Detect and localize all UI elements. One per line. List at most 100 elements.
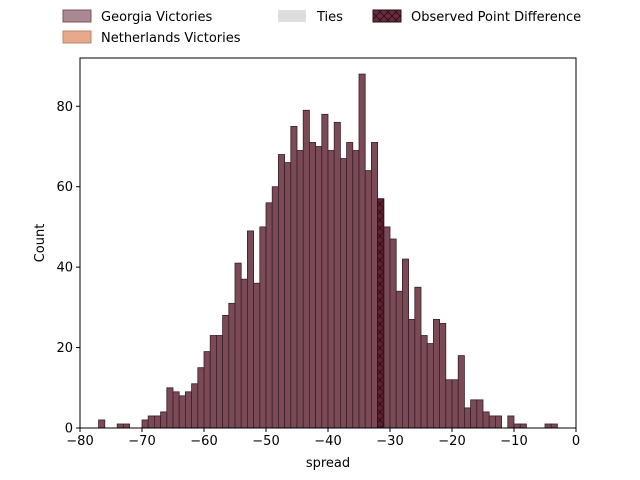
histogram-bar: [209, 335, 217, 429]
legend-label-georgia: Georgia Victories: [101, 10, 212, 25]
histogram-bar: [426, 343, 434, 429]
x-tick-label: −70: [128, 434, 155, 449]
histogram-bar: [240, 278, 248, 429]
histogram-bar: [277, 154, 285, 429]
legend-item-georgia: Georgia Victories: [62, 9, 212, 25]
histogram-bar: [389, 238, 397, 429]
histogram-bar: [160, 411, 168, 429]
histogram-bar: [463, 407, 471, 429]
histogram-bar: [550, 423, 558, 429]
histogram-bar: [457, 355, 465, 429]
x-axis-label: spread: [306, 456, 350, 471]
histogram-bar: [476, 399, 484, 429]
histogram-bar: [352, 150, 360, 429]
histogram-bar: [513, 423, 521, 429]
legend-item-netherlands: Netherlands Victories: [62, 30, 241, 46]
legend-item-observed: Observed Point Difference: [372, 9, 581, 25]
legend-item-ties: Ties: [278, 10, 343, 25]
histogram-bar: [123, 423, 131, 429]
histogram-bar: [544, 423, 552, 429]
histogram-bar: [246, 230, 254, 429]
histogram-bar: [166, 387, 174, 429]
x-tick-label: −40: [314, 434, 341, 449]
y-tick-label: 40: [56, 261, 73, 276]
histogram-bar: [302, 109, 310, 429]
x-tick-label: −80: [66, 434, 93, 449]
histogram-bar: [153, 415, 161, 429]
y-tick-label: 80: [56, 100, 73, 115]
x-tick-label: −60: [190, 434, 217, 449]
legend-swatch-netherlands: [62, 30, 92, 44]
x-tick-label: −30: [376, 434, 403, 449]
histogram-bar: [519, 423, 527, 429]
histogram-bar: [296, 150, 304, 429]
histogram-bar: [370, 142, 378, 429]
y-tick-label: 60: [56, 180, 73, 195]
x-tick-label: 0: [572, 434, 580, 449]
histogram-bar: [265, 202, 273, 429]
histogram-bar: [358, 73, 366, 429]
histogram-bar: [451, 379, 459, 429]
x-tick-label: −10: [500, 434, 527, 449]
y-axis-label: Count: [33, 224, 48, 263]
legend-label-netherlands: Netherlands Victories: [101, 31, 241, 46]
histogram-bar: [147, 415, 155, 429]
histogram-bar: [494, 415, 502, 429]
histogram-bar: [197, 367, 205, 429]
histogram-bar: [470, 399, 478, 429]
histogram-bar: [191, 383, 199, 429]
legend-swatch-ties: [278, 10, 306, 22]
y-axis-ticks: 0 20 40 60 80: [56, 100, 80, 437]
x-axis-ticks: −80 −70 −60 −50 −40 −30 −20 −10 0: [66, 428, 580, 449]
histogram-bar: [445, 379, 453, 429]
histogram-bar: [234, 262, 242, 429]
histogram-bar: [141, 419, 149, 429]
observed-point-difference: [377, 198, 385, 429]
histogram-bar: [346, 142, 354, 429]
histogram-bar: [178, 395, 186, 429]
histogram-bar: [327, 150, 335, 429]
histogram-bar: [215, 335, 223, 429]
histogram-bar: [172, 391, 180, 429]
legend-swatch-georgia: [62, 9, 92, 23]
histogram-bar: [439, 323, 447, 429]
histogram-bar: [98, 419, 106, 429]
histogram-bar: [284, 162, 292, 429]
histogram-bar: [315, 146, 323, 429]
histogram-bar: [383, 226, 391, 429]
histogram-bar: [308, 142, 316, 429]
histogram-bar: [488, 415, 496, 429]
bars: [98, 73, 558, 429]
y-tick-label: 20: [56, 341, 73, 356]
x-tick-label: −50: [252, 434, 279, 449]
histogram-bar: [414, 286, 422, 429]
histogram-bar: [253, 282, 261, 429]
histogram-bar: [228, 302, 236, 429]
histogram-bar: [290, 125, 298, 429]
x-tick-label: −20: [438, 434, 465, 449]
legend-label-ties: Ties: [316, 10, 343, 25]
histogram-bar: [395, 290, 403, 429]
histogram-bar: [482, 411, 490, 429]
histogram-bar: [408, 319, 416, 429]
histogram-bar: [507, 415, 515, 429]
histogram-bar: [364, 170, 372, 429]
histogram-bar: [184, 391, 192, 429]
observed-point-difference-hatch: [377, 198, 384, 428]
histogram-bar: [432, 319, 440, 429]
y-tick-label: 0: [65, 422, 73, 437]
histogram-bar: [401, 258, 409, 429]
histogram-bar: [321, 113, 329, 429]
histogram-bar: [339, 158, 347, 429]
histogram-bar: [222, 314, 230, 429]
legend: Georgia Victories Netherlands Victories …: [62, 9, 581, 46]
legend-swatch-observed-hatch: [373, 10, 401, 22]
histogram-bar: [271, 186, 279, 429]
histogram-bar: [203, 351, 211, 429]
histogram-bar: [333, 121, 341, 429]
legend-label-observed: Observed Point Difference: [411, 10, 581, 25]
histogram-bar: [259, 226, 267, 429]
histogram-bar: [420, 335, 428, 429]
histogram-bar: [116, 423, 124, 429]
